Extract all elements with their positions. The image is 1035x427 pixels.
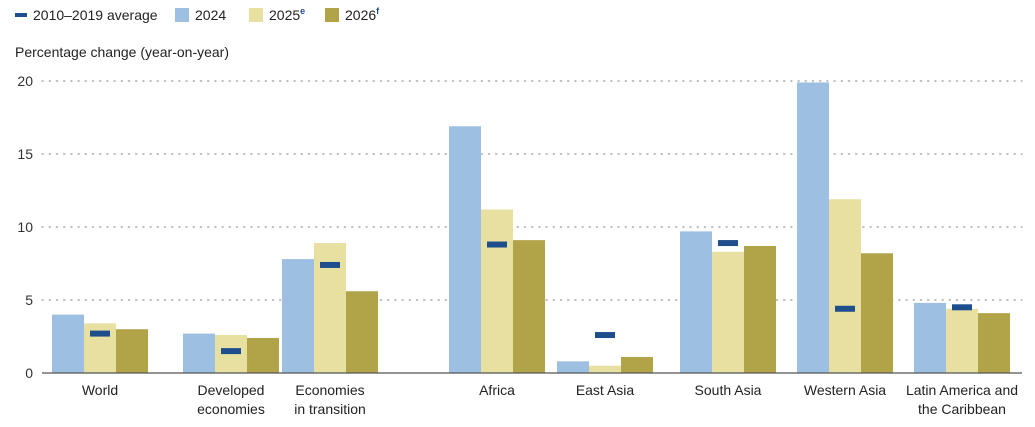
y-tick-label: 5 <box>25 292 33 308</box>
category-label: Latin America and the Caribbean <box>906 382 1018 417</box>
average-marker <box>835 305 855 312</box>
average-marker <box>718 240 738 247</box>
y-tick-label: 20 <box>17 73 33 89</box>
average-marker <box>952 304 972 311</box>
y-axis-label: Percentage change (year-on-year) <box>15 44 229 60</box>
category-label: South Asia <box>695 382 762 398</box>
legend-swatch-average <box>15 13 27 17</box>
average-marker <box>487 241 507 248</box>
bar-2024 <box>282 259 314 373</box>
average-markers <box>90 240 972 355</box>
category-label: East Asia <box>576 382 635 398</box>
y-axis-ticks: 0 5 10 15 20 <box>17 73 33 381</box>
bar-2026 <box>861 253 893 373</box>
bar-2024 <box>52 314 84 373</box>
bar-2024 <box>183 333 215 373</box>
category-label: Africa <box>479 382 515 398</box>
bar-2026 <box>513 240 545 373</box>
average-marker <box>221 348 241 355</box>
category-label: Developed economies <box>197 382 265 417</box>
legend-swatch-2024 <box>175 8 189 22</box>
bar-2025 <box>829 199 861 373</box>
legend-label-2025: 2025e <box>269 6 305 23</box>
category-label: World <box>82 382 118 398</box>
legend-swatch-2026 <box>325 8 339 22</box>
y-tick-label: 10 <box>17 219 33 235</box>
bar-2024 <box>914 302 946 373</box>
category-label: Economies in transition <box>294 382 366 417</box>
legend-swatch-2025 <box>249 8 263 22</box>
y-tick-label: 0 <box>25 365 33 381</box>
legend-label-2024: 2024 <box>195 7 226 23</box>
bar-2025 <box>712 251 744 373</box>
bar-2025 <box>589 365 621 373</box>
bar-2026 <box>978 313 1010 373</box>
legend-label-2026: 2026f <box>345 6 380 23</box>
average-marker <box>90 330 110 337</box>
bar-2024 <box>797 82 829 374</box>
bar-2025 <box>946 308 978 373</box>
bar-2024 <box>557 361 589 373</box>
average-marker <box>595 332 615 339</box>
legend: 2010–2019 average 2024 2025e 2026f <box>15 6 380 23</box>
bar-2026 <box>621 356 653 373</box>
category-label: Western Asia <box>804 382 886 398</box>
bar-2026 <box>116 329 148 373</box>
bar-2024 <box>680 231 712 373</box>
category-labels: World Developed economies Economies in trans… <box>82 382 1018 417</box>
bars <box>52 82 1010 374</box>
legend-label-average: 2010–2019 average <box>33 7 158 23</box>
bar-2026 <box>247 337 279 373</box>
y-tick-label: 15 <box>17 146 33 162</box>
bar-2024 <box>449 126 481 373</box>
bar-2026 <box>346 291 378 373</box>
average-marker <box>320 261 340 268</box>
bar-2026 <box>744 245 776 373</box>
bar-2025 <box>481 209 513 373</box>
